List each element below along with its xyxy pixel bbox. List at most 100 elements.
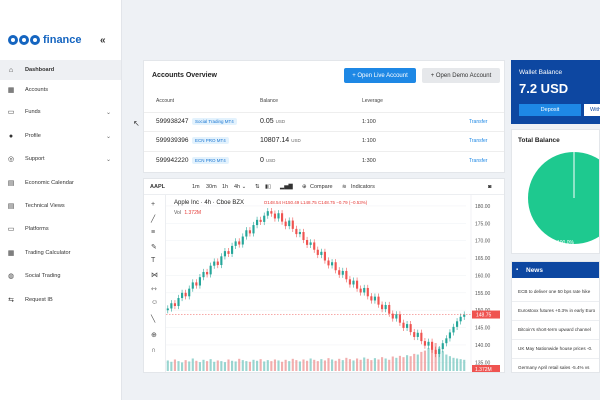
account-header: Account (156, 98, 175, 104)
transfer-link[interactable]: Transfer (469, 119, 488, 125)
candle (191, 282, 194, 289)
news-item[interactable]: ECB to deliver one 50 bps rate hike (518, 289, 591, 294)
pattern-icon[interactable]: ⋈ (151, 272, 158, 279)
volume-bar (452, 357, 455, 371)
compare-icon[interactable]: ⊕ (302, 184, 307, 190)
horizontal-lines-icon[interactable]: ≡ (151, 229, 156, 236)
interval-4h[interactable]: 4h ⌄ (234, 184, 247, 190)
volume-bar (395, 357, 398, 371)
y-tick-label: 165.00 (475, 256, 491, 262)
news-divider (512, 301, 599, 302)
open-demo-account-button[interactable]: + Open Demo Account (422, 68, 500, 83)
news-item[interactable]: UK May Nationwide house prices -0. (518, 346, 593, 351)
measure-icon[interactable]: ⇿ (151, 286, 157, 293)
magnet-icon[interactable]: ∩ (151, 347, 157, 354)
wallet-balance-card: Wallet Balance 7.2 USD Deposit Witho (511, 60, 600, 124)
collapse-sidebar-icon[interactable]: « (100, 35, 106, 46)
chevron-down-icon: ⌄ (105, 133, 111, 140)
candle (266, 211, 269, 216)
sidebar-item-social-trading[interactable]: ◍ Social Trading (0, 266, 121, 286)
volume-bar (270, 361, 273, 371)
sidebar-item-request-ib[interactable]: ⇆ Request IB (0, 290, 121, 310)
candle (248, 230, 251, 234)
transfer-link[interactable]: Transfer (469, 138, 488, 144)
deposit-button[interactable]: Deposit (519, 104, 581, 116)
interval-1m[interactable]: 1m (192, 184, 200, 190)
indicators-icon[interactable]: ≋ (342, 184, 347, 190)
sidebar-item-funds[interactable]: ▭ Funds ⌄ (0, 102, 121, 122)
withdraw-button[interactable]: Witho (584, 104, 600, 116)
symbol-selector[interactable]: AAPL (150, 184, 165, 190)
crosshair-icon[interactable]: + (151, 201, 156, 208)
volume-bar (298, 361, 301, 371)
account-balance: 10807.14 USD (260, 137, 301, 144)
brush-icon[interactable]: ✎ (151, 244, 157, 251)
leverage-header: Leverage (362, 98, 383, 104)
transfer-link[interactable]: Transfer (469, 158, 488, 164)
volume-bar (327, 358, 330, 371)
candle (259, 219, 262, 222)
sidebar-item-economic-calendar[interactable]: ▤ Economic Calendar (0, 173, 121, 193)
volume-bar (445, 354, 448, 371)
wallet-amount: 7.2 USD (519, 81, 569, 96)
price-chart-card: AAPL 1m 30m 1h 4h ⌄ ⇅ ▮▯ ▂▅▇ ⊕ Compare ≋… (143, 178, 505, 373)
open-live-account-button[interactable]: + Open Live Account (344, 68, 416, 83)
trendline-icon[interactable]: ╱ (151, 216, 156, 223)
volume-bar (252, 359, 255, 371)
sidebar-item-label: Technical Views (25, 203, 65, 209)
bar-style-icon[interactable]: ▂▅▇ (280, 184, 293, 190)
text-icon[interactable]: T (151, 257, 156, 264)
volume-bar (245, 361, 248, 371)
account-number: 599939396 (156, 137, 189, 144)
logo-mark-icon (8, 35, 40, 45)
volume-bar (366, 358, 369, 371)
candle (234, 241, 237, 246)
candle (377, 296, 380, 305)
candle (345, 270, 348, 280)
sidebar-item-accounts[interactable]: ▦ Accounts (0, 80, 121, 100)
volume-tag (472, 365, 500, 372)
volume-bar (409, 356, 412, 371)
news-item[interactable]: Eurostoxx futures +0.3% in early Euro (518, 308, 596, 313)
candlestick-chart[interactable]: 180.00175.00170.00165.00160.00155.00150.… (166, 195, 505, 373)
zoom-in-icon[interactable]: ⊕ (151, 332, 157, 339)
volume-bar (391, 356, 394, 371)
sidebar-item-platforms[interactable]: ▭ Platforms (0, 219, 121, 239)
interval-1h[interactable]: 1h (222, 184, 229, 190)
calculator-icon: ▦ (7, 250, 15, 257)
volume-bar (313, 359, 316, 371)
camera-icon[interactable]: ◙ (488, 184, 492, 190)
interval-30m[interactable]: 30m (206, 184, 217, 190)
volume-bar (370, 360, 373, 371)
ruler-icon[interactable]: ╲ (151, 316, 156, 323)
candle (384, 304, 387, 310)
volume-bar (348, 359, 351, 371)
candle (195, 282, 198, 286)
volume-bar (341, 360, 344, 371)
balance-currency: USD (265, 158, 276, 163)
sidebar-item-label: Accounts (25, 87, 49, 93)
compare-button[interactable]: Compare (310, 184, 333, 190)
news-item[interactable]: Bitcoin's short-term upward channel (518, 327, 591, 332)
candle (320, 251, 323, 255)
volume-bar (363, 357, 366, 371)
candles-icon[interactable]: ▮▯ (265, 184, 272, 190)
sidebar-item-trading-calculator[interactable]: ▦ Trading Calculator (0, 243, 121, 263)
sidebar-item-support[interactable]: ◎ Support ⌄ (0, 149, 121, 169)
sidebar-item-profile[interactable]: ● Profile ⌄ (0, 126, 121, 146)
news-item[interactable]: Germany April retail sales -5.4% vs (518, 365, 590, 370)
candle (198, 277, 201, 286)
volume-bar (209, 359, 212, 371)
candle (395, 314, 398, 319)
volume-bar (295, 360, 298, 371)
emoji-icon[interactable]: ☺ (151, 299, 159, 306)
candle (281, 213, 284, 222)
indicators-button[interactable]: Indicators (351, 184, 375, 190)
sort-icon[interactable]: ⇅ (255, 184, 260, 190)
volume-bar (306, 360, 309, 371)
candle (331, 262, 334, 266)
logo[interactable]: finance (8, 34, 82, 46)
sidebar-item-dashboard[interactable]: ⌂ Dashboard (0, 60, 121, 80)
candle (334, 262, 337, 271)
sidebar-item-technical-views[interactable]: ▤ Technical Views (0, 196, 121, 216)
